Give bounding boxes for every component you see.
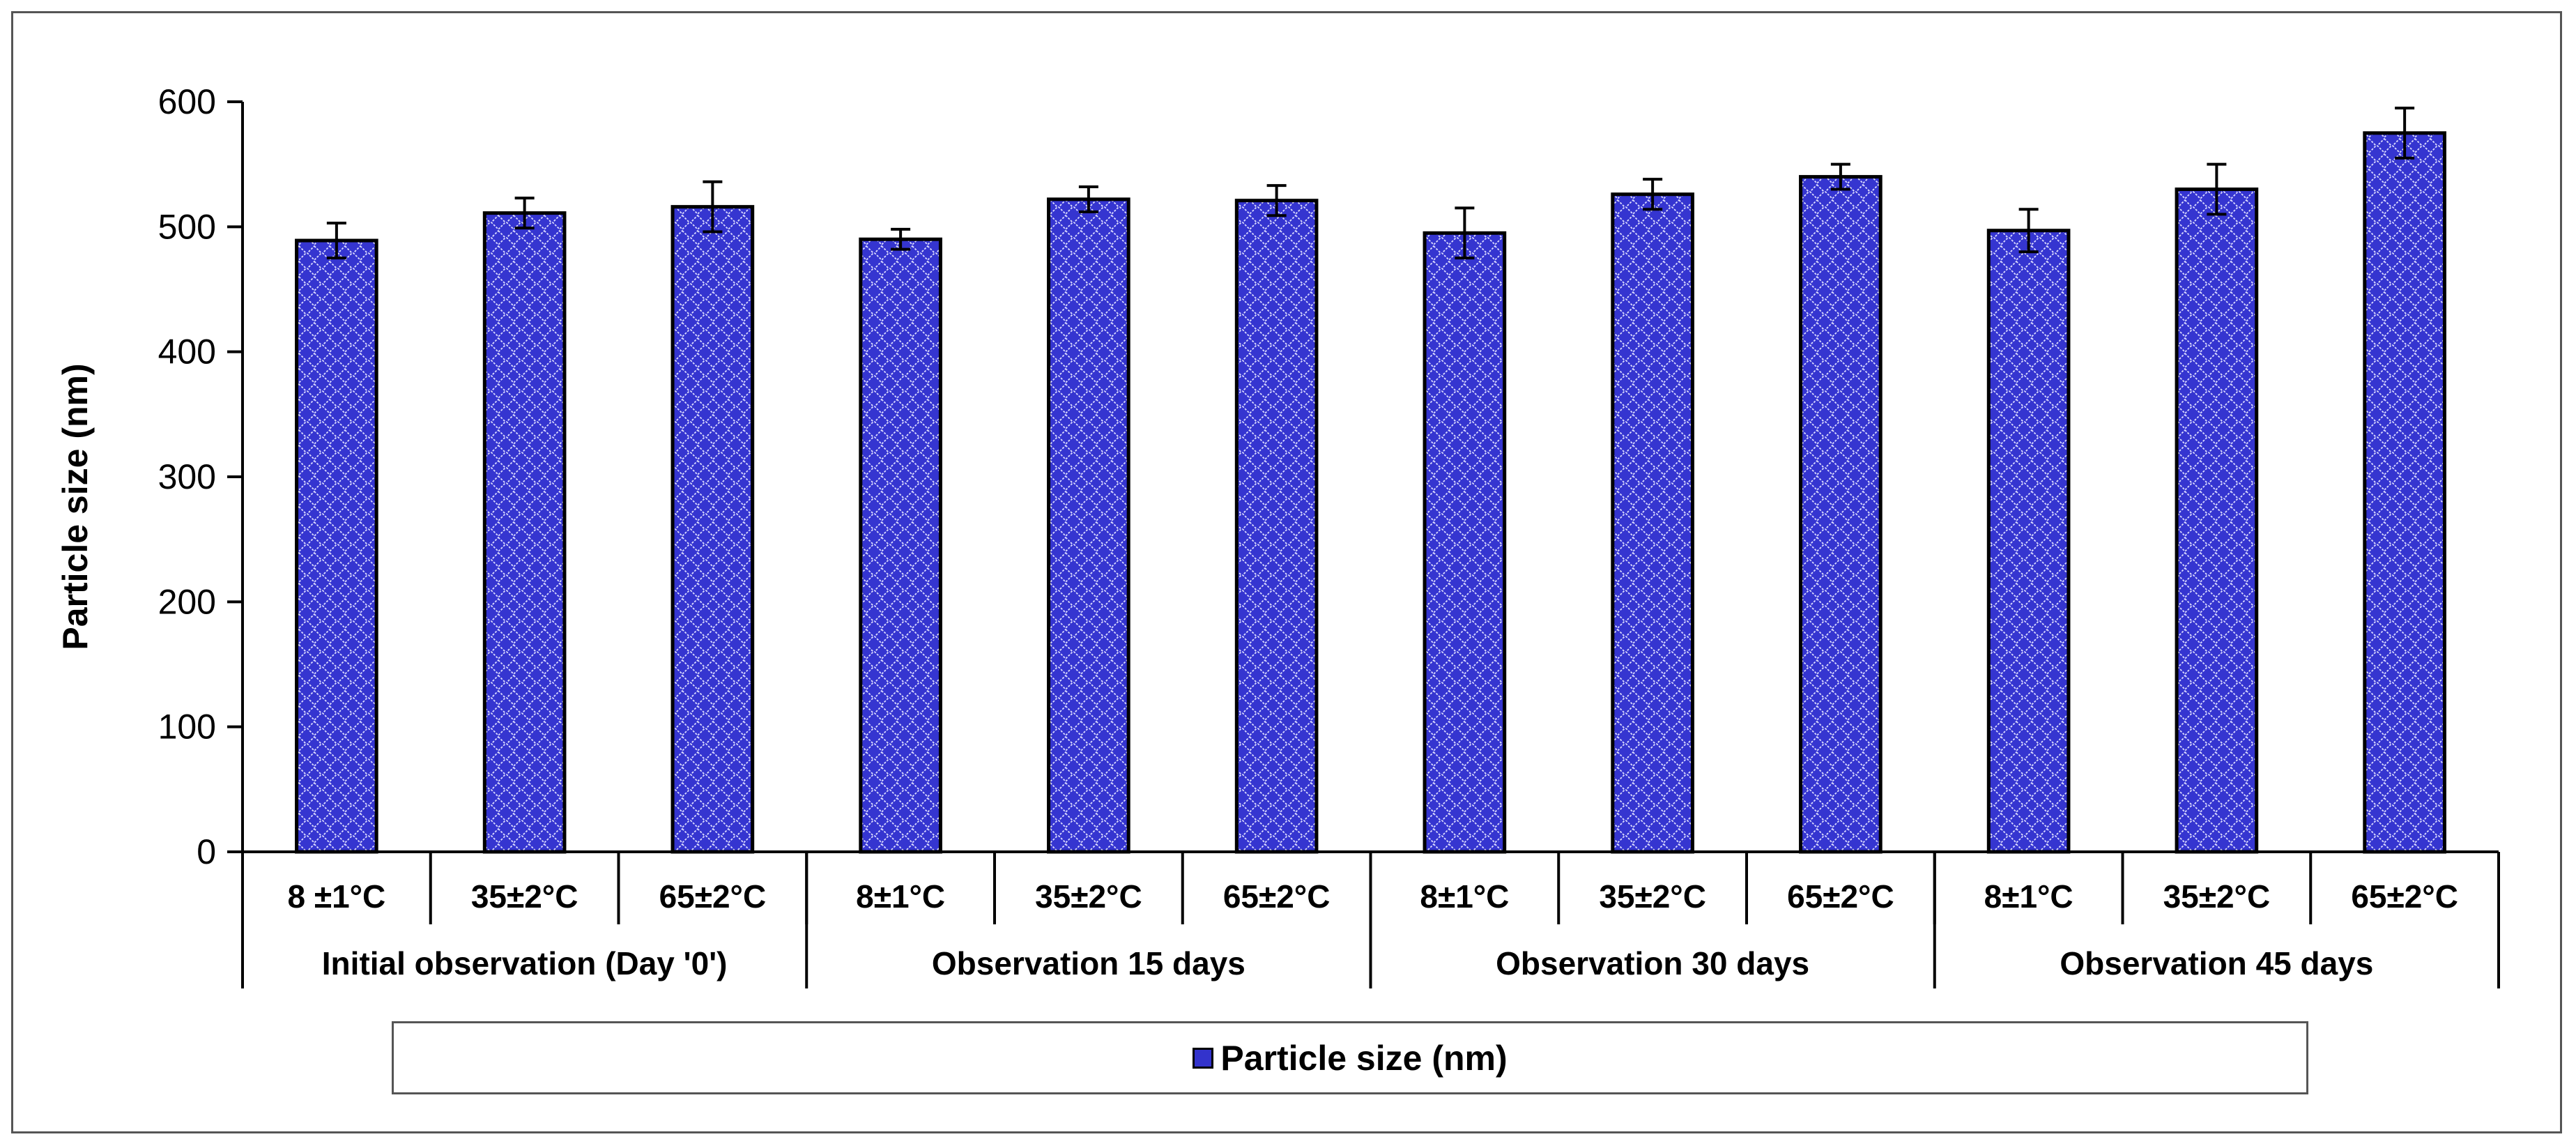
- x-category-label: 65±2°C: [659, 878, 767, 915]
- x-category-label: 8±1°C: [1984, 878, 2073, 915]
- bar: [1047, 197, 1130, 854]
- x-group-label: Initial observation (Day '0'): [322, 945, 728, 981]
- x-category-label: 8±1°C: [856, 878, 945, 915]
- bar: [859, 237, 942, 854]
- x-category-label: 8 ±1°C: [287, 878, 385, 915]
- y-tick-label: 300: [158, 457, 216, 496]
- bar: [1611, 192, 1694, 854]
- y-tick-label: 200: [158, 582, 216, 621]
- y-tick-label: 500: [158, 207, 216, 246]
- x-category-label: 65±2°C: [1787, 878, 1894, 915]
- x-category-label: 8±1°C: [1420, 878, 1509, 915]
- y-tick-label: 400: [158, 333, 216, 372]
- x-category-label: 35±2°C: [1599, 878, 1706, 915]
- bars-group: [295, 106, 2446, 854]
- x-group-label: Observation 30 days: [1496, 945, 1809, 981]
- x-category-label: 35±2°C: [1035, 878, 1142, 915]
- legend-swatch: [1193, 1047, 1214, 1069]
- x-category-label: 35±2°C: [2163, 878, 2271, 915]
- x-category-label: 35±2°C: [471, 878, 578, 915]
- bar: [1799, 175, 1883, 854]
- bar: [2175, 188, 2259, 854]
- y-axis-group: 0 100 200 300 400 500 600: [158, 82, 244, 871]
- bar: [670, 205, 755, 854]
- y-tick-label: 100: [158, 708, 216, 747]
- x-group-label: Observation 15 days: [932, 945, 1245, 981]
- bar: [2363, 131, 2446, 854]
- x-group-label: Observation 45 days: [2060, 945, 2373, 981]
- bar: [482, 211, 567, 854]
- y-tick-label: 0: [197, 832, 216, 871]
- x-category-label: 65±2°C: [1223, 878, 1331, 915]
- legend: Particle size (nm): [392, 1021, 2308, 1094]
- bar: [1986, 229, 2071, 854]
- y-tick-label: 600: [158, 82, 216, 121]
- bar: [295, 238, 378, 854]
- bar: [1423, 231, 1507, 854]
- bar: [1234, 199, 1319, 854]
- x-category-label: 65±2°C: [2351, 878, 2458, 915]
- legend-label: Particle size (nm): [1220, 1038, 1508, 1078]
- y-axis-title: Particle size (nm): [56, 363, 95, 650]
- x-axis-group: 8 ±1°C 35±2°C 65±2°C 8±1°C 35±2°C 65±2°C 8±1°C…: [241, 850, 2500, 988]
